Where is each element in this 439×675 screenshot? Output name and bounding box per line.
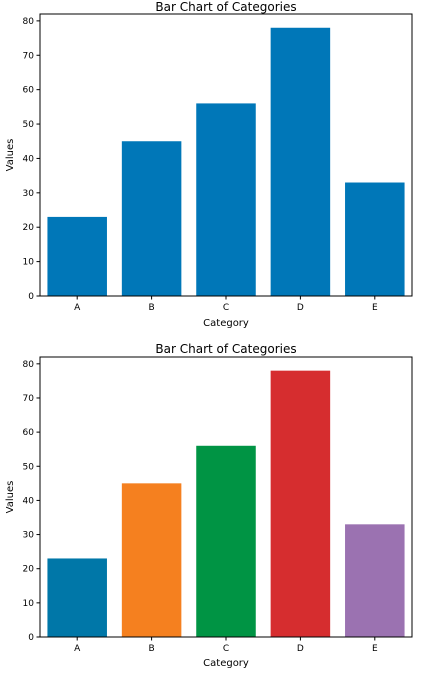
y-tick-label: 0 xyxy=(28,633,34,643)
bar-D xyxy=(270,370,331,637)
y-tick-label: 30 xyxy=(23,189,35,199)
y-tick-label: 10 xyxy=(23,599,35,609)
x-tick-label: A xyxy=(74,303,81,313)
plot-frame xyxy=(39,13,413,297)
y-tick-label: 60 xyxy=(23,428,35,438)
chart-title: Bar Chart of Categories xyxy=(155,0,296,14)
y-tick-label: 80 xyxy=(23,360,35,370)
bar-C xyxy=(196,103,256,296)
plot-frame xyxy=(39,356,413,638)
x-tick-label: B xyxy=(149,303,155,313)
bar-E xyxy=(345,182,405,296)
bars xyxy=(47,27,405,296)
bar-chart-1: Bar Chart of Categories 0 10 20 30 40 50 60 70 8… xyxy=(5,0,413,329)
y-tick-label: 40 xyxy=(23,154,35,164)
chart-title: Bar Chart of Categories xyxy=(155,342,296,356)
y-tick-label: 60 xyxy=(23,86,35,96)
x-tick-label: B xyxy=(149,644,155,654)
x-tick-label: E xyxy=(372,644,378,654)
x-axis-ticks: A B C D E xyxy=(74,296,378,313)
bar-A xyxy=(47,216,107,296)
y-tick-label: 70 xyxy=(23,394,35,404)
x-tick-label: E xyxy=(372,303,378,313)
bar-B xyxy=(121,141,182,296)
y-tick-label: 80 xyxy=(23,17,35,27)
y-axis-ticks: 0 10 20 30 40 50 60 70 80 xyxy=(23,360,40,643)
y-axis-label: Values xyxy=(5,139,16,172)
x-tick-label: A xyxy=(74,644,81,654)
y-tick-label: 70 xyxy=(23,51,35,61)
bar-chart-2: Bar Chart of Categories 0 10 20 30 40 50 60 70 8… xyxy=(5,342,413,669)
y-axis-label: Values xyxy=(5,481,16,514)
x-axis-ticks: A B C D E xyxy=(74,637,378,654)
y-tick-label: 10 xyxy=(23,258,35,268)
x-axis-label: Category xyxy=(203,658,249,669)
x-tick-label: D xyxy=(297,644,304,654)
bars xyxy=(47,370,405,637)
x-tick-label: C xyxy=(223,303,229,313)
x-tick-label: D xyxy=(297,303,304,313)
y-tick-label: 50 xyxy=(23,462,35,472)
y-tick-label: 50 xyxy=(23,120,35,130)
y-tick-label: 30 xyxy=(23,531,35,541)
y-tick-label: 20 xyxy=(23,223,35,233)
bar-B xyxy=(121,483,182,637)
x-axis-label: Category xyxy=(203,318,249,329)
bar-E xyxy=(345,524,405,637)
y-tick-label: 0 xyxy=(28,292,34,302)
x-tick-label: C xyxy=(223,644,229,654)
bar-A xyxy=(47,558,107,637)
bar-D xyxy=(270,27,331,296)
y-tick-label: 40 xyxy=(23,496,35,506)
y-tick-label: 20 xyxy=(23,565,35,575)
y-axis-ticks: 0 10 20 30 40 50 60 70 80 xyxy=(23,17,40,302)
bar-C xyxy=(196,445,256,637)
